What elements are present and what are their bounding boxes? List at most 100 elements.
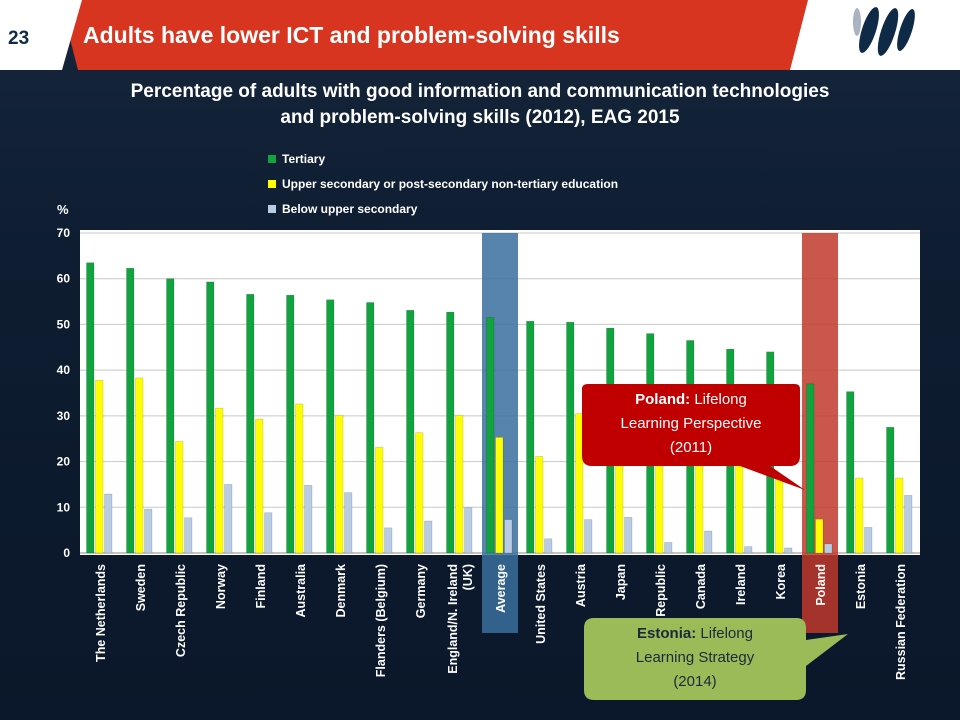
x-tick-label: Ireland [734,564,748,605]
bar [86,262,95,554]
bar [166,278,175,554]
bar [126,267,135,554]
y-tick-label: 20 [57,455,71,469]
bar [544,538,553,554]
callout-poland [582,384,805,490]
bar [744,546,753,554]
bar [486,317,495,554]
legend: Tertiary Upper secondary or post-secondar… [268,152,618,216]
bar [135,377,144,554]
callout-estonia-line2: Learning Strategy [635,649,755,666]
bar [424,520,433,554]
x-tick-label: Australia [294,563,308,618]
bar [264,512,273,554]
x-tick-label: Korea [774,563,788,599]
callout-poland-line1: Lifelong [694,391,747,408]
bar [384,527,393,554]
x-tick-label: Japan [614,564,628,600]
bar [624,517,633,554]
bar [406,310,415,554]
bar [904,495,913,554]
x-tick-label: Czech Republic [174,564,188,657]
y-tick-label: 30 [57,409,71,423]
bar [206,281,215,554]
bar [415,432,424,554]
header-banner [0,0,960,70]
bar [246,294,255,554]
logo-panel [790,0,960,70]
y-axis-ticks: 0 10 20 30 40 50 60 70 [57,226,71,560]
bar [575,413,584,554]
bar [895,477,904,554]
bar [286,294,295,554]
bar [735,452,744,554]
bar [335,415,344,554]
bar [295,403,304,554]
bar [504,519,513,554]
slide-title: Adults have lower ICT and problem-solvin… [83,22,620,48]
bar [464,507,473,554]
bar [95,379,104,554]
bar [344,492,353,554]
x-tick-label: Sweden [134,564,148,611]
callout-poland-bubble [582,384,805,490]
bar [526,320,535,554]
oecd-logo-icon [853,7,915,56]
slide-number-box [0,0,82,70]
bar [664,542,673,554]
callout-poland-text: Poland: Lifelong Learning Perspective (2… [584,388,798,460]
x-tick-label: Finland [254,564,268,608]
bar [584,519,593,554]
legend-swatch [268,155,276,163]
x-tick-label: The Netherlands [94,564,108,662]
x-tick-label: Norway [214,564,228,609]
legend-label: Tertiary [282,152,325,166]
bar [184,517,193,554]
callout-poland-line3: (2011) [669,439,713,456]
callout-poland-bold: Poland: [635,391,691,408]
x-tick-label: Denmark [334,564,348,618]
bar [304,485,313,554]
y-tick-label: 50 [57,317,71,331]
bar [704,530,713,554]
bar [855,477,864,554]
slide-number: 23 [8,28,30,49]
bar [366,302,375,554]
bar [806,383,815,554]
x-axis-labels: The Netherlands Sweden Czech Republic Norwa… [94,563,908,680]
bar [864,527,873,554]
bar [446,311,455,554]
y-tick-label: 0 [63,546,70,560]
bar [455,415,464,554]
x-tick-label: England/N. Ireland [446,564,460,674]
bar [775,475,784,554]
callout-estonia-line1: Lifelong [700,625,753,642]
chart-title-line1: Percentage of adults with good informati… [130,81,830,102]
legend-swatch [268,180,276,188]
callout-estonia-line3: (2014) [673,673,717,690]
x-tick-label: United States [534,564,548,644]
legend-swatch [268,205,276,213]
y-tick-label: 40 [57,363,71,377]
bar [224,484,233,554]
bar [255,418,264,554]
x-tick-label: Austria [574,563,588,607]
y-tick-label: 70 [57,226,71,240]
x-tick-label: Estonia [854,563,868,609]
bar [784,547,793,554]
chart-title-line2: and problem-solving skills (2012), EAG 2… [280,107,680,128]
bar [535,456,544,554]
bar [175,441,184,554]
y-tick-label: 10 [57,500,71,514]
chart-title: Percentage of adults with good informati… [0,79,960,131]
x-tick-label: Flanders (Belgium) [374,564,388,677]
callout-estonia-text: Estonia: Lifelong Learning Strategy (201… [586,622,804,694]
legend-label: Below upper secondary [282,202,418,216]
x-tick-label: Canada [694,563,708,609]
title-banner [60,0,960,70]
bar [846,391,855,554]
bar [104,493,113,554]
bar [566,321,575,554]
callout-poland-line2: Learning Perspective [620,415,762,432]
